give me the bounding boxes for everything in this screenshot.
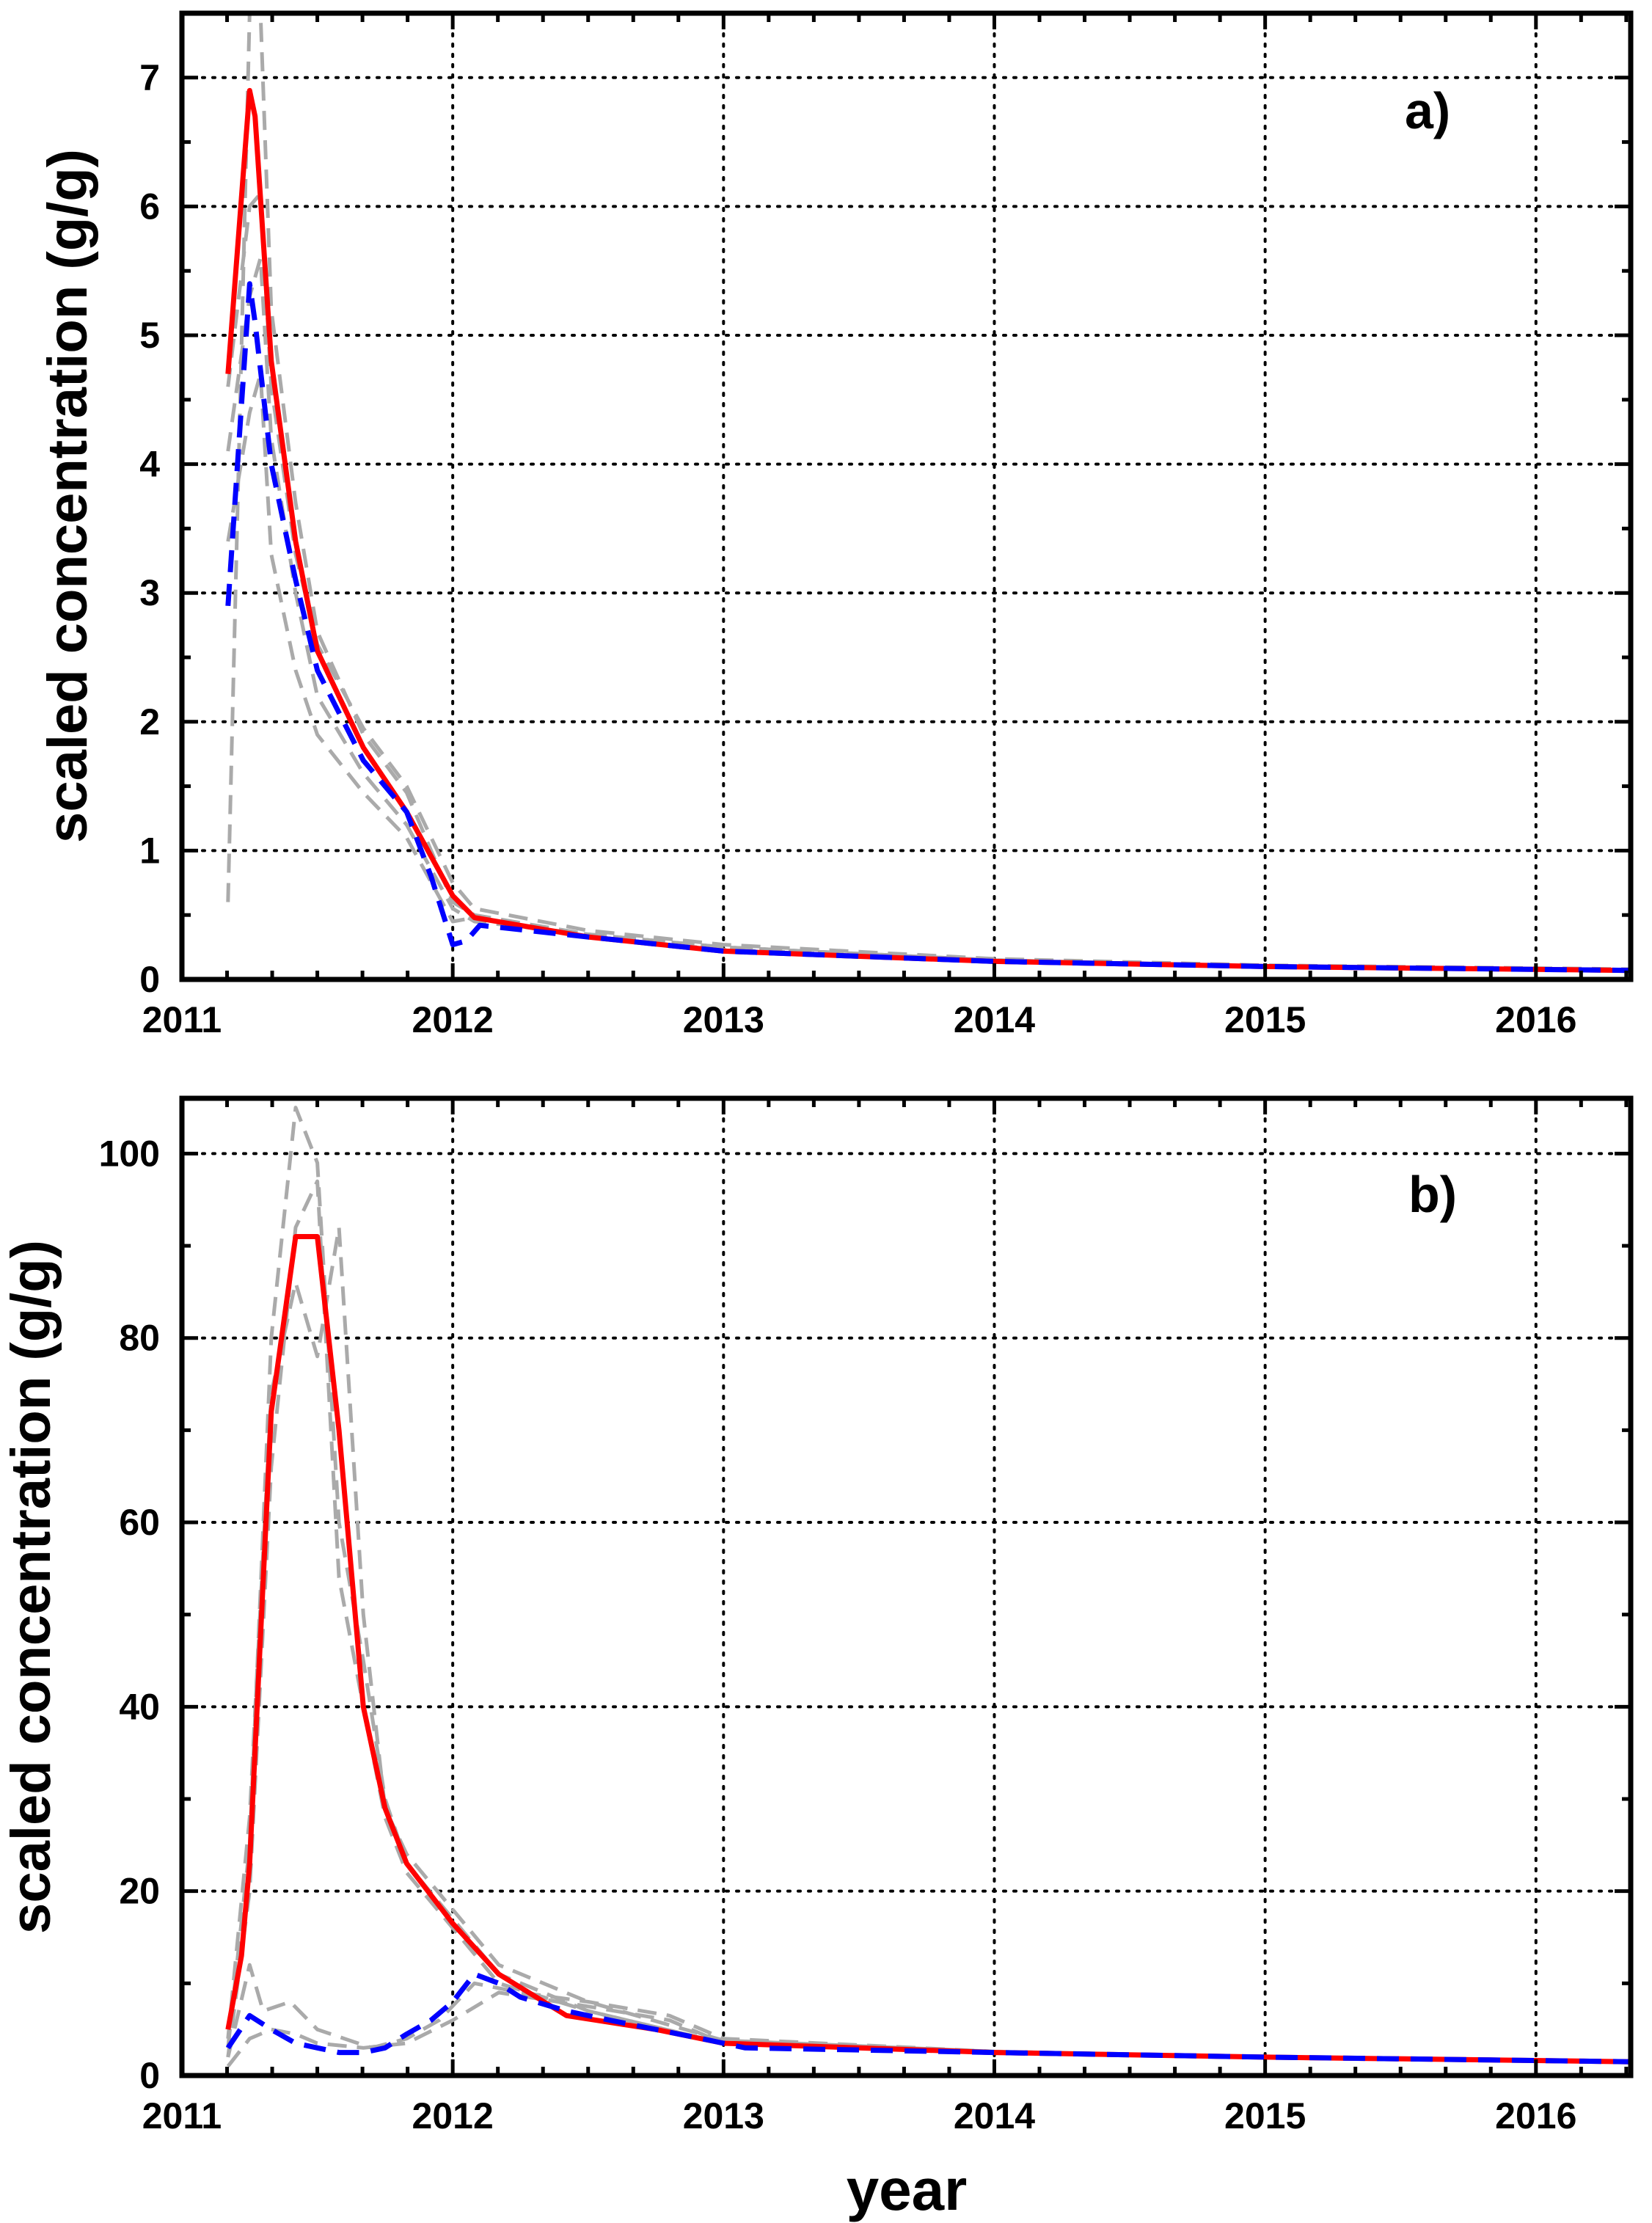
panel-a-xtick-label-2013: 2013 bbox=[683, 999, 764, 1040]
panel-a-xtick-label-2011: 2011 bbox=[142, 999, 222, 1040]
panel-b-xtick-label-2015: 2015 bbox=[1224, 2095, 1306, 2136]
panel-a-series-1-gray-dashed bbox=[226, 256, 1631, 973]
panel-b-tick-labels: 2011 2012 2013 2014 2015 2016 0 20 40 60 80 100 bbox=[99, 1133, 1577, 2136]
panel-a-series-4-red-solid bbox=[225, 87, 1631, 974]
panel-b-series-1-gray-dashed bbox=[226, 1179, 1631, 2064]
panel-a-tick-labels: 2011 2012 2013 2014 2015 2016 0 1 2 3 4 5 6 7 bbox=[139, 57, 1576, 1040]
panel-a-ytick-label-3: 3 bbox=[139, 572, 160, 613]
panel-b-xlabel: year bbox=[847, 2157, 968, 2222]
panel-a-xtick-label-2016: 2016 bbox=[1495, 999, 1576, 1040]
panel-b-series-3-gray-dashed bbox=[226, 1963, 1631, 2064]
panel-b-ytick-label-60: 60 bbox=[119, 1502, 160, 1543]
panel-b-ytick-label-100: 100 bbox=[99, 1133, 160, 1174]
panel-a: 2011 2012 2013 2014 2015 2016 0 1 2 3 4 5 6 7 scaled … bbox=[37, 10, 1634, 1040]
panel-b-xtick-label-2014: 2014 bbox=[954, 2095, 1035, 2136]
panel-b-series-5-red-solid bbox=[225, 1234, 1631, 2065]
panel-b-ytick-label-80: 80 bbox=[119, 1318, 160, 1359]
panel-b-ylabel: scaled concentration (g/g) bbox=[0, 1240, 62, 1934]
panel-b-xtick-label-2013: 2013 bbox=[683, 2095, 764, 2136]
panel-a-ticks bbox=[180, 11, 1631, 982]
panel-a-label: a) bbox=[1405, 82, 1450, 139]
panel-a-series-0-gray-dashed bbox=[226, 11, 1631, 973]
panel-a-series-5-blue-dashed bbox=[225, 281, 1631, 974]
panel-a-xtick-label-2015: 2015 bbox=[1224, 999, 1306, 1040]
panel-b-ticks bbox=[180, 1098, 1631, 2078]
panel-b-ytick-label-40: 40 bbox=[119, 1686, 160, 1727]
panel-a-ylabel: scaled concentration (g/g) bbox=[37, 149, 99, 843]
panel-b-series-4-gray-dashed bbox=[226, 1990, 1631, 2067]
panel-b-series-2-gray-dashed bbox=[226, 1225, 1631, 2064]
panel-a-ytick-label-7: 7 bbox=[139, 57, 160, 98]
panel-b-label: b) bbox=[1408, 1166, 1457, 1223]
panel-b-grid bbox=[180, 1097, 1632, 2077]
panel-a-ytick-label-5: 5 bbox=[139, 315, 160, 356]
panel-b-series-6-blue-dashed bbox=[225, 1971, 1631, 2065]
panel-a-ytick-label-0: 0 bbox=[139, 959, 160, 1000]
panel-b-ytick-label-20: 20 bbox=[119, 1871, 160, 1912]
panel-a-series-3-gray-dashed bbox=[226, 191, 1631, 971]
panel-a-xtick-label-2014: 2014 bbox=[954, 999, 1035, 1040]
panel-a-frame bbox=[179, 10, 1634, 982]
panel-a-grid bbox=[180, 12, 1632, 981]
panel-b-frame bbox=[179, 1095, 1634, 2078]
panel-a-ytick-label-6: 6 bbox=[139, 186, 160, 227]
panel-b: 2011 2012 2013 2014 2015 2016 0 20 40 60 80 100 sca… bbox=[0, 1095, 1634, 2222]
panel-b-series-0-gray-dashed bbox=[226, 1106, 1631, 2064]
panel-a-ytick-label-4: 4 bbox=[139, 444, 160, 485]
panel-b-xtick-label-2016: 2016 bbox=[1495, 2095, 1576, 2136]
panel-a-series bbox=[225, 11, 1631, 974]
panel-a-xtick-label-2012: 2012 bbox=[412, 999, 494, 1040]
panel-a-ytick-label-2: 2 bbox=[139, 701, 160, 742]
panel-a-ytick-label-1: 1 bbox=[139, 830, 160, 871]
panel-b-ytick-label-0: 0 bbox=[139, 2055, 160, 2096]
panel-b-xtick-label-2012: 2012 bbox=[412, 2095, 494, 2136]
panel-b-xtick-label-2011: 2011 bbox=[142, 2095, 222, 2136]
panel-b-series bbox=[225, 1106, 1631, 2067]
